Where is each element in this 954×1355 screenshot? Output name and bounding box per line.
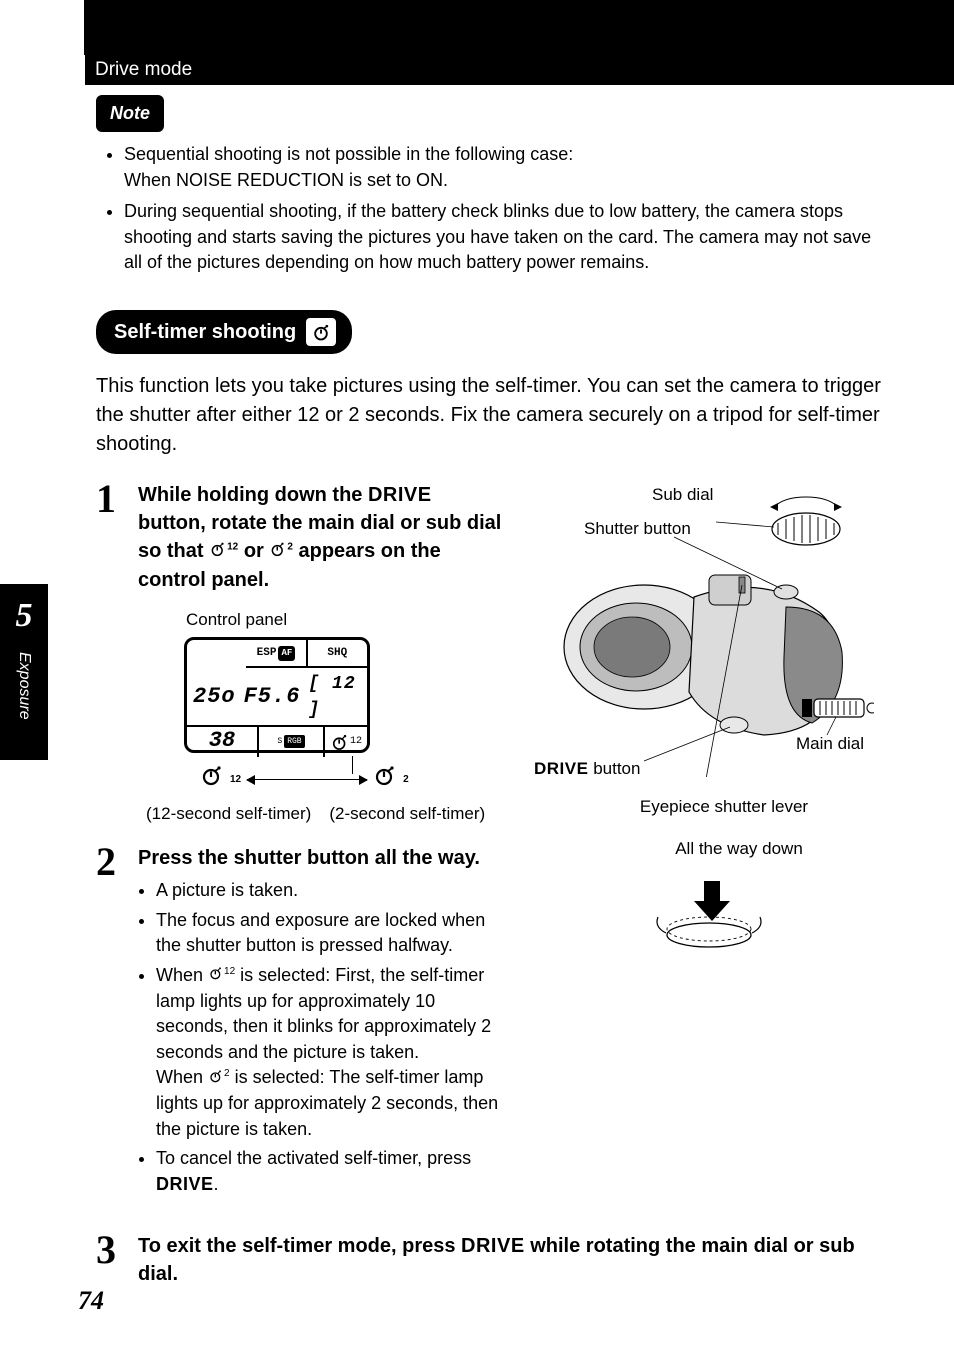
- self-timer-2-icon-inline: [208, 1066, 224, 1092]
- cp-bot-a: 38: [187, 727, 259, 757]
- s2-b1: A picture is taken.: [156, 878, 504, 904]
- label-all-down: All the way down: [594, 837, 884, 861]
- s2-drive: DRIVE: [156, 1174, 214, 1194]
- cp-val-left: 25o: [193, 682, 236, 713]
- s2-sup12: 12: [224, 966, 235, 977]
- s2-b4: To cancel the activated self-timer, pres…: [156, 1146, 504, 1197]
- sup-12-a: 12: [227, 541, 238, 552]
- step-3-number: 3: [96, 1232, 126, 1288]
- s2-b4b: .: [214, 1174, 219, 1194]
- timer-2-label: (2-second self-timer): [329, 802, 485, 826]
- label-sub-dial: Sub dial: [652, 483, 713, 507]
- s2-b3c: When: [156, 1067, 208, 1087]
- step-2-number: 2: [96, 844, 126, 1202]
- step-3: 3 To exit the self-timer mode, press DRI…: [96, 1232, 884, 1288]
- camera-illustration: Sub dial Shutter button Main dial DRIVE …: [534, 477, 874, 777]
- section-title: Drive mode: [95, 57, 192, 84]
- cp-bot-c: 12: [325, 727, 367, 757]
- step-1: 1 While holding down the DRIVE button, r…: [96, 481, 504, 826]
- step-1-number: 1: [96, 481, 126, 826]
- section-heading-text: Self-timer shooting: [114, 318, 296, 346]
- label-drive-button: DRIVE button: [534, 757, 640, 781]
- cp-esp-cell: ESP AF: [246, 640, 307, 668]
- cp-rgb-badge: RGB: [284, 735, 304, 748]
- s2-b2: The focus and exposure are locked when t…: [156, 908, 504, 959]
- label-shutter-button: Shutter button: [584, 517, 691, 541]
- step-3-drive: DRIVE: [461, 1235, 525, 1257]
- cp-blank: [187, 640, 246, 668]
- intro-paragraph: This function lets you take pictures usi…: [96, 372, 884, 459]
- note-bullet-1-text: Sequential shooting is not possible in t…: [124, 144, 573, 190]
- step-1-text-a: While holding down the: [138, 484, 368, 506]
- arrow-line: [247, 779, 367, 780]
- step-3-text-a: To exit the self-timer mode, press: [138, 1235, 461, 1257]
- note-bullets: Sequential shooting is not possible in t…: [116, 142, 884, 276]
- label-main-dial: Main dial: [796, 732, 864, 756]
- step-2: 2 Press the shutter button all the way. …: [96, 844, 504, 1202]
- control-panel-caption: Control panel: [186, 608, 504, 632]
- section-heading-pill: Self-timer shooting: [96, 310, 352, 354]
- chapter-number: 5: [16, 592, 33, 640]
- cp-af-badge: AF: [278, 646, 295, 661]
- timer-12-glyph: [200, 763, 224, 796]
- cp-val-f: F5.6: [244, 682, 301, 713]
- control-panel: ESP AF SHQ 25o F5.6 [ 12 ]: [184, 637, 370, 753]
- s2-b4a: To cancel the activated self-timer, pres…: [156, 1148, 471, 1168]
- note-bullet-2: During sequential shooting, if the batte…: [124, 199, 884, 276]
- label-drive-button-text: button: [588, 759, 640, 778]
- chapter-side-tab: 5 Exposure: [0, 584, 48, 760]
- s2-b3a: When: [156, 965, 208, 985]
- sup-2-a: 2: [287, 541, 293, 552]
- header-top-strip: [84, 0, 954, 55]
- s2-b3: When 12 is selected: First, the self-tim…: [156, 963, 504, 1143]
- timer-2-sup: 2: [403, 773, 409, 787]
- step-1-text-c: or: [244, 540, 270, 562]
- timer-caption-row: (12-second self-timer) (2-second self-ti…: [146, 802, 504, 826]
- step-2-title: Press the shutter button all the way.: [138, 844, 504, 872]
- cp-mid-row: 25o F5.6 [ 12 ]: [187, 668, 367, 724]
- cp-bot-a-text: 38: [209, 726, 235, 757]
- cp-val-bracket: [ 12 ]: [308, 672, 361, 722]
- s2-sup2: 2: [224, 1068, 230, 1079]
- cp-esp: ESP: [257, 646, 277, 661]
- step-2-bullets: A picture is taken. The focus and exposu…: [156, 878, 504, 1198]
- timer-12-sup: 12: [230, 773, 241, 787]
- timer-2-glyph: [373, 763, 397, 796]
- label-drive-word: DRIVE: [534, 759, 588, 778]
- press-down-illustration: [534, 877, 884, 964]
- note-badge: Note: [96, 95, 164, 132]
- timer-12-label: (12-second self-timer): [146, 802, 311, 826]
- cp-bot-b: S RGB: [259, 727, 325, 757]
- chapter-label: Exposure: [13, 652, 35, 720]
- step-1-title: While holding down the DRIVE button, rot…: [138, 481, 504, 594]
- step-3-title: To exit the self-timer mode, press DRIVE…: [138, 1232, 884, 1288]
- cp-shq-cell: SHQ: [308, 640, 367, 668]
- self-timer-2-icon: [269, 538, 287, 566]
- self-timer-12-icon-inline: [208, 963, 224, 989]
- self-timer-icon: [306, 318, 336, 346]
- note-bullet-2-text: During sequential shooting, if the batte…: [124, 201, 871, 272]
- page-number: 74: [78, 1283, 104, 1319]
- cp-timer-sup: 12: [350, 735, 362, 749]
- label-eyepiece: Eyepiece shutter lever: [564, 795, 884, 819]
- cp-pointer-line: [352, 756, 353, 774]
- cp-shq: SHQ: [327, 646, 347, 661]
- note-bullet-1: Sequential shooting is not possible in t…: [124, 142, 884, 193]
- self-timer-12-icon: [209, 538, 227, 566]
- drive-word-1: DRIVE: [368, 484, 432, 506]
- cp-bot-s: S: [277, 736, 282, 747]
- header-section-bar: Drive mode: [85, 55, 954, 85]
- note-label: Note: [110, 103, 150, 123]
